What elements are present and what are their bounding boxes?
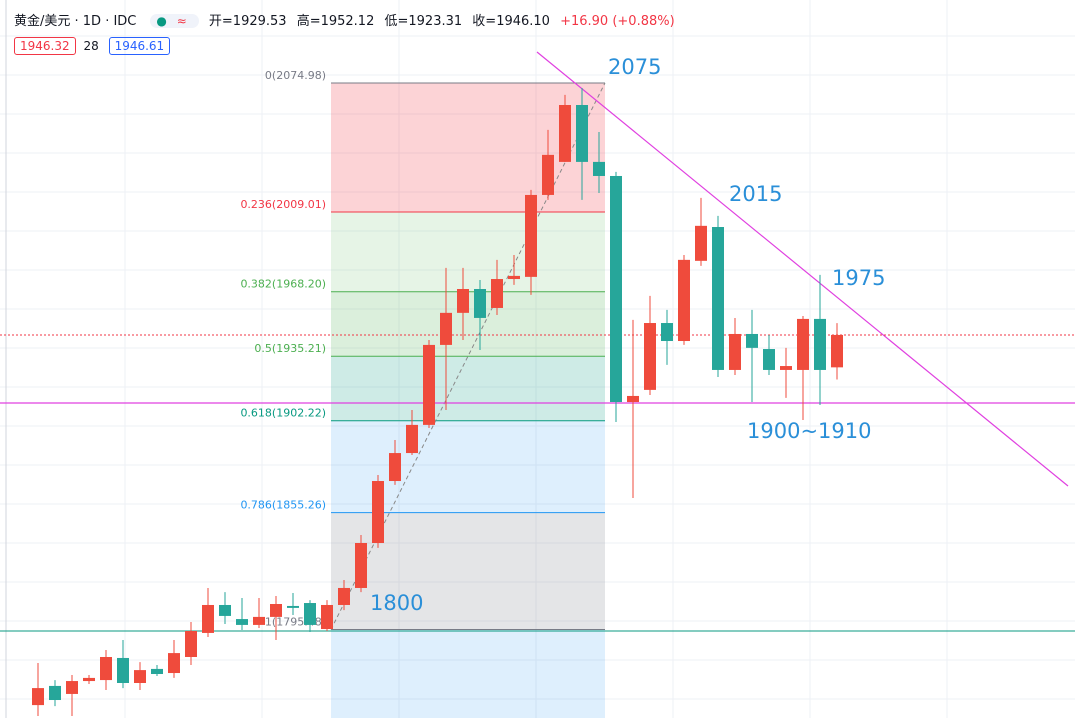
sell-price[interactable]: 1946.32 <box>14 37 76 55</box>
fib-zone <box>331 356 605 421</box>
symbol[interactable]: 黄金/美元 · 1D · IDC <box>14 14 137 29</box>
trend-line <box>536 51 1069 487</box>
fib-level-label: 0.786(1855.26) <box>240 499 326 512</box>
annotation: 1800 <box>370 591 423 615</box>
candle-body <box>134 670 146 683</box>
candle-body <box>559 105 571 162</box>
candle-body <box>525 194 537 277</box>
candle-body <box>117 657 129 683</box>
buy-price[interactable]: 1946.61 <box>108 37 171 55</box>
candle-body <box>814 318 826 370</box>
candle-body <box>423 344 435 425</box>
candle-body <box>763 349 775 370</box>
candle-body <box>542 154 554 195</box>
fib-level-label: 0.618(1902.22) <box>240 407 326 420</box>
fib-level-label: 0(2074.98) <box>265 69 326 82</box>
annotation: 1900~1910 <box>747 419 871 443</box>
candle-body <box>508 275 520 280</box>
ohlc-close: 收=1946.10 <box>472 14 550 29</box>
candle-body <box>287 605 299 608</box>
candle-body <box>338 587 350 605</box>
candle-body <box>100 656 112 681</box>
fib-level-label: 0.382(1968.20) <box>240 278 326 291</box>
fib-level-label: 0.236(2009.01) <box>240 198 326 211</box>
candle-body <box>253 616 265 625</box>
candle-body <box>151 668 163 675</box>
candle-body <box>491 279 503 308</box>
candle-body <box>66 681 78 694</box>
candle-body <box>474 288 486 318</box>
candle-body <box>593 161 605 176</box>
status-badge[interactable]: ● ≈ <box>150 14 199 28</box>
candle-body <box>321 604 333 630</box>
spread: 28 <box>83 39 99 53</box>
candle-body <box>406 424 418 454</box>
annotation: 2075 <box>608 55 661 79</box>
candle-body <box>389 453 401 482</box>
candle-body <box>661 323 673 342</box>
ohlc-change: +16.90 (+0.88%) <box>560 14 675 29</box>
fib-level-label: 1(1795.48) <box>265 615 326 628</box>
annotation: 2015 <box>729 182 782 206</box>
fib-zone <box>331 211 605 292</box>
candle-body <box>695 225 707 261</box>
candle-body <box>440 312 452 345</box>
trade-boxes: 1946.32 28 1946.61 <box>14 37 174 55</box>
ohlc-open: 开=1929.53 <box>208 14 287 29</box>
candle-body <box>168 653 180 674</box>
candle-body <box>644 323 656 390</box>
ohlc-low: 低=1923.31 <box>384 14 463 29</box>
candle-body <box>780 366 792 370</box>
candle-body <box>797 318 809 370</box>
candle-body <box>610 175 622 403</box>
candle-body <box>83 677 95 682</box>
candle-body <box>627 395 639 403</box>
candle-body <box>304 603 316 625</box>
candle-body <box>32 688 44 706</box>
candle-body <box>372 481 384 543</box>
candle-body <box>49 685 61 701</box>
candle-body <box>202 604 214 633</box>
candle-body <box>185 630 197 657</box>
candle-body <box>746 333 758 348</box>
candle-body <box>236 619 248 625</box>
fib-zone <box>331 629 605 718</box>
candle-body <box>678 259 690 342</box>
fib-level-label: 0.5(1935.21) <box>254 342 326 355</box>
candle-body <box>219 604 231 616</box>
legend-header: 黄金/美元 · 1D · IDC ● ≈ 开=1929.53 高=1952.12 … <box>14 10 681 29</box>
candle-body <box>712 227 724 370</box>
candle-body <box>831 334 843 368</box>
ohlc-high: 高=1952.12 <box>296 14 375 29</box>
annotation: 1975 <box>832 266 885 290</box>
candle-body <box>355 542 367 588</box>
candle-body <box>270 604 282 617</box>
candle-body <box>729 333 741 370</box>
candle-body <box>576 105 588 162</box>
candle-body <box>457 288 469 313</box>
